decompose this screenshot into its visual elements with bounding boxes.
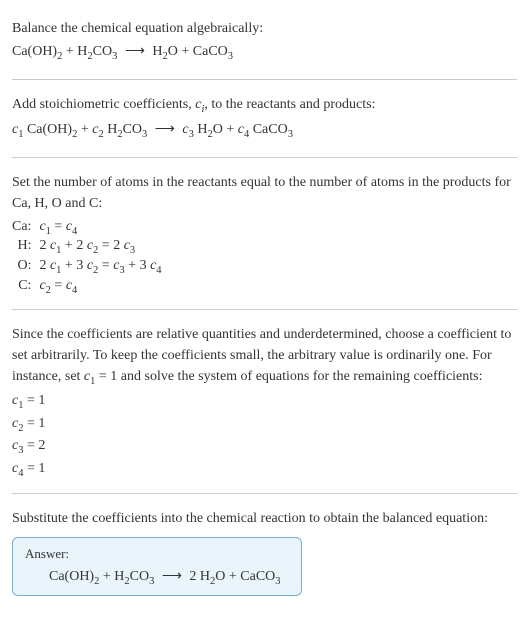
section-solve: Since the coefficients are relative quan… xyxy=(12,314,517,489)
answer-label: Answer: xyxy=(25,546,289,562)
section4-text: Since the coefficients are relative quan… xyxy=(12,324,517,390)
section-substitute: Substitute the coefficients into the che… xyxy=(12,498,517,604)
section2-title: Add stoichiometric coefficients, ci, to … xyxy=(12,94,517,118)
answer-box: Answer: Ca(OH)2 + H2CO3 ⟶ 2 H2O + CaCO3 xyxy=(12,537,302,596)
atom-equation: 2 c1 + 3 c2 = c3 + 3 c4 xyxy=(39,257,167,277)
atom-balance-table: Ca: c1 = c4 H: 2 c1 + 2 c2 = 2 c3 O: 2 c… xyxy=(12,218,168,297)
section-balance-intro: Balance the chemical equation algebraica… xyxy=(12,8,517,75)
coeff-value: c3 = 2 xyxy=(12,436,517,458)
atom-label: C: xyxy=(12,277,39,297)
table-row: O: 2 c1 + 3 c2 = c3 + 3 c4 xyxy=(12,257,168,277)
divider-4 xyxy=(12,493,517,494)
section5-title: Substitute the coefficients into the che… xyxy=(12,508,517,529)
section2-equation: c1 Ca(OH)2 + c2 H2CO3 ⟶ c3 H2O + c4 CaCO… xyxy=(12,119,517,143)
divider-3 xyxy=(12,309,517,310)
coeff-value: c2 = 1 xyxy=(12,414,517,436)
atom-equation: 2 c1 + 2 c2 = 2 c3 xyxy=(39,237,167,257)
coefficient-list: c1 = 1 c2 = 1 c3 = 2 c4 = 1 xyxy=(12,391,517,481)
section1-title: Balance the chemical equation algebraica… xyxy=(12,18,517,39)
coeff-value: c4 = 1 xyxy=(12,459,517,481)
atom-equation: c1 = c4 xyxy=(39,218,167,238)
atom-label: H: xyxy=(12,237,39,257)
divider-1 xyxy=(12,79,517,80)
divider-2 xyxy=(12,157,517,158)
table-row: C: c2 = c4 xyxy=(12,277,168,297)
section1-equation: Ca(OH)2 + H2CO3 ⟶ H2O + CaCO3 xyxy=(12,41,517,65)
section-stoich-coeffs: Add stoichiometric coefficients, ci, to … xyxy=(12,84,517,153)
table-row: H: 2 c1 + 2 c2 = 2 c3 xyxy=(12,237,168,257)
coeff-value: c1 = 1 xyxy=(12,391,517,413)
section-atom-equations: Set the number of atoms in the reactants… xyxy=(12,162,517,305)
atom-label: O: xyxy=(12,257,39,277)
atom-label: Ca: xyxy=(12,218,39,238)
answer-equation: Ca(OH)2 + H2CO3 ⟶ 2 H2O + CaCO3 xyxy=(25,568,289,587)
table-row: Ca: c1 = c4 xyxy=(12,218,168,238)
atom-equation: c2 = c4 xyxy=(39,277,167,297)
section3-title: Set the number of atoms in the reactants… xyxy=(12,172,517,214)
